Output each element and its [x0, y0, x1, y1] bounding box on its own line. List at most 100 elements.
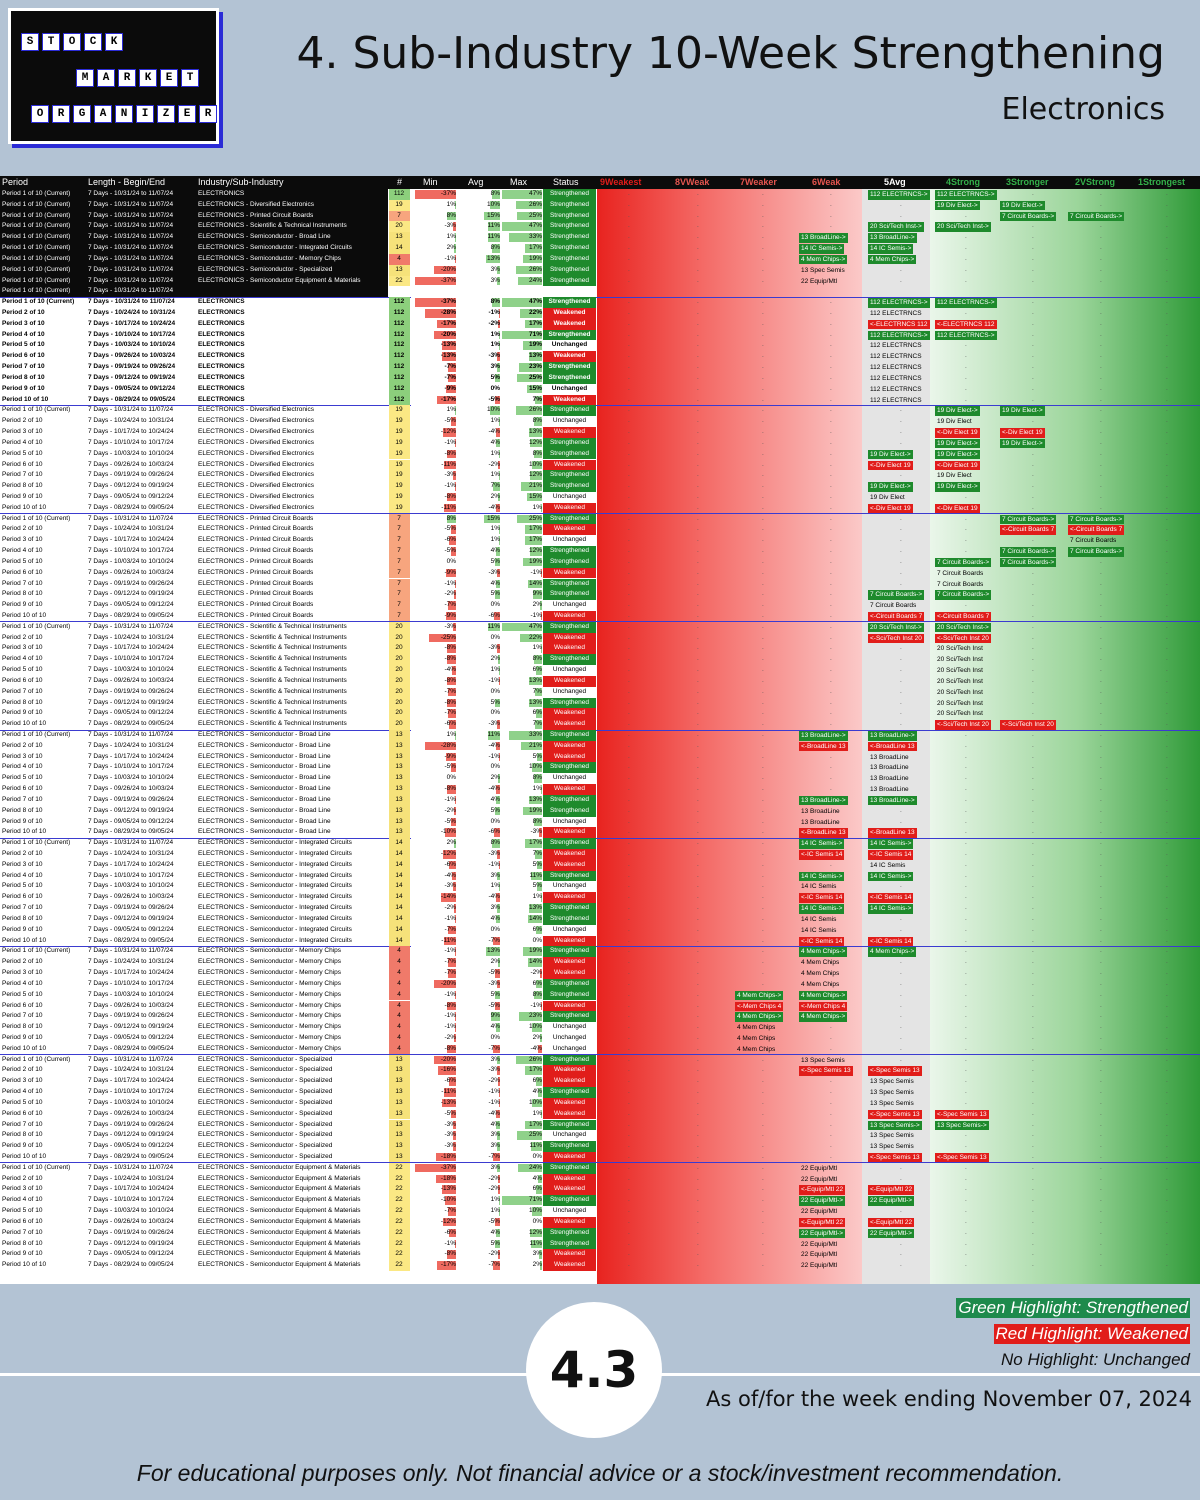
empty-rank-marker: .: [628, 774, 630, 782]
length-cell: 7 Days - 08/29/24 to 09/05/24: [88, 828, 174, 836]
status-cell-background: [543, 1076, 596, 1088]
table-row: Period 7 of 10 7 Days - 09/19/24 to 09/26…: [0, 903, 1200, 914]
rank-tag: 7 Circuit Boards->: [1000, 514, 1057, 525]
table-row: Period 10 of 10 7 Days - 08/29/24 to 09/0…: [0, 935, 1200, 947]
disclaimer: For educational purposes only. Not finan…: [136, 1460, 1064, 1486]
length-cell: 7 Days - 09/12/24 to 09/19/24: [88, 1023, 174, 1031]
empty-rank-marker: .: [1166, 1228, 1168, 1236]
stats-cell-background: [411, 838, 543, 849]
table-row: Period 1 of 10 (Current) 7 Days - 10/31/2…: [0, 275, 1200, 287]
status-cell-background: [543, 416, 596, 428]
status-badge: Strengthened: [549, 276, 590, 284]
empty-rank-marker: .: [1032, 233, 1034, 241]
status-cell-background: [543, 502, 596, 514]
logo-letter: O: [31, 105, 49, 123]
max-cell: 0%: [532, 1152, 542, 1160]
max-bar: [531, 1142, 542, 1151]
empty-rank-marker: .: [965, 655, 967, 663]
stats-cell-background: [411, 1108, 543, 1120]
rank-tag: <-Spec Semis 13: [935, 1109, 989, 1120]
min-bar: [446, 611, 456, 621]
status-badge: Strengthened: [548, 363, 591, 371]
empty-rank-marker: .: [1032, 936, 1034, 944]
empty-rank-marker: .: [830, 547, 832, 555]
min-bar: [436, 1152, 456, 1162]
status-badge: Weakened: [554, 893, 585, 901]
empty-rank-marker: .: [900, 492, 902, 500]
empty-rank-marker: .: [628, 449, 630, 457]
status-badge: Strengthened: [549, 222, 590, 230]
avg-cell: -1%: [488, 860, 500, 868]
max-cell: 17%: [528, 525, 542, 533]
count-cell-background: [389, 1162, 410, 1174]
min-bar: [454, 731, 456, 740]
table-row: Period 2 of 10 7 Days - 10/24/24 to 10/31…: [0, 1065, 1200, 1077]
stats-cell-background: [411, 416, 543, 428]
empty-rank-marker: .: [628, 1228, 630, 1236]
max-bar: [516, 406, 542, 415]
table-header: Period Length - Begin/End Industry/Sub-Ind…: [0, 176, 1200, 189]
status-cell-background: [543, 1022, 596, 1033]
avg-bar: [495, 1109, 500, 1119]
status-cell-background: [543, 189, 596, 200]
min-cell: -37%: [440, 1163, 456, 1171]
empty-rank-marker: .: [900, 1055, 902, 1063]
max-bar: [509, 731, 542, 740]
status-cell-background: [543, 1227, 596, 1239]
empty-rank-marker: .: [900, 341, 902, 349]
empty-rank-marker: .: [762, 1152, 764, 1160]
count-cell-background: [389, 329, 410, 341]
count-cell: 22: [395, 1174, 403, 1182]
status-badge: Strengthened: [549, 254, 590, 262]
table-row: Period 1 of 10 (Current) 7 Days - 10/31/2…: [0, 189, 1200, 200]
avg-cell: 4%: [490, 1120, 500, 1128]
status-cell-background: [543, 1141, 596, 1152]
empty-rank-marker: .: [628, 1109, 630, 1117]
empty-rank-marker: .: [1032, 341, 1034, 349]
avg-cell: -2%: [488, 1185, 500, 1193]
empty-rank-marker: .: [965, 417, 967, 425]
industry-cell: ELECTRONICS - Printed Circuit Boards: [198, 525, 314, 533]
min-cell: -1%: [444, 990, 456, 998]
max-bar: [516, 265, 542, 275]
industry-cell: ELECTRONICS - Diversified Electronics: [198, 460, 314, 468]
empty-rank-marker: .: [762, 1163, 764, 1171]
page-subtitle: Electronics: [1001, 92, 1165, 127]
empty-rank-marker: .: [1100, 363, 1102, 371]
empty-rank-marker: .: [697, 795, 699, 803]
avg-bar: [496, 1131, 500, 1140]
table-row: Period 1 of 10 (Current) 7 Days - 10/31/2…: [0, 199, 1200, 211]
status-cell-background: [543, 1032, 596, 1044]
table-row: Period 5 of 10 7 Days - 10/03/24 to 10/10…: [0, 881, 1200, 893]
min-cell: 1%: [446, 406, 456, 414]
empty-rank-marker: .: [900, 395, 902, 403]
count-cell-background: [389, 838, 410, 849]
industry-cell: ELECTRONICS: [198, 384, 245, 392]
page-number-badge: 4.3: [526, 1302, 662, 1438]
avg-bar: [494, 373, 500, 383]
industry-cell: ELECTRONICS - Semiconductor Equipment & …: [198, 1250, 361, 1258]
max-bar: [534, 817, 542, 827]
empty-rank-marker: .: [762, 503, 764, 511]
empty-rank-marker: .: [830, 319, 832, 327]
count-cell-background: [389, 1108, 410, 1120]
min-bar: [454, 947, 456, 956]
empty-rank-marker: .: [830, 514, 832, 522]
empty-rank-marker: .: [830, 1207, 832, 1215]
period-cell: Period 3 of 10: [2, 752, 43, 760]
industry-cell: ELECTRONICS - Semiconductor - Memory Chi…: [198, 969, 342, 977]
min-bar: [437, 1261, 456, 1270]
empty-rank-marker: .: [762, 601, 764, 609]
empty-rank-marker: .: [965, 850, 967, 858]
count-cell: 19: [395, 471, 403, 479]
count-cell-background: [389, 405, 410, 417]
empty-rank-marker: .: [1166, 990, 1168, 998]
empty-rank-marker: .: [965, 666, 967, 674]
max-bar: [536, 709, 542, 718]
period-cell: Period 2 of 10: [2, 633, 43, 641]
avg-cell: 1%: [490, 330, 500, 338]
min-cell: -3%: [444, 882, 456, 890]
row-label-background: [0, 416, 388, 427]
industry-cell: ELECTRONICS - Semiconductor - Integrated…: [198, 893, 352, 901]
table-row: Period 1 of 10 (Current) 7 Days - 10/31/2…: [0, 730, 1200, 741]
